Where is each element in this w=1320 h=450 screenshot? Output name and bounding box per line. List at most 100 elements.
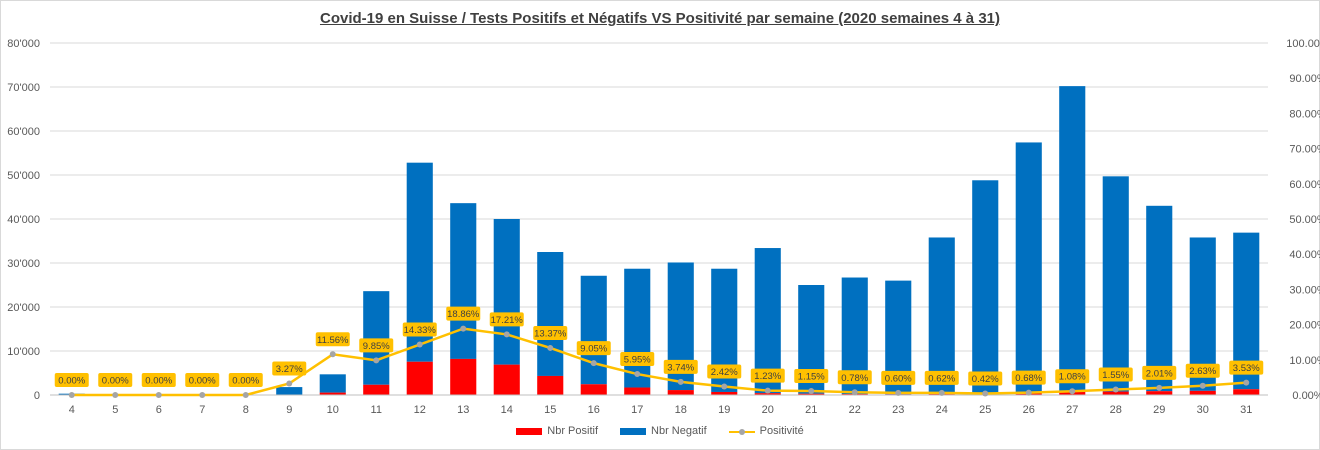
- data-label: 18.86%: [447, 309, 480, 320]
- bar-positif: [580, 384, 607, 395]
- data-label: 0.78%: [841, 373, 868, 384]
- x-tick-label: 5: [112, 404, 118, 416]
- data-label: 0.00%: [58, 376, 85, 387]
- data-label: 0.68%: [1015, 373, 1042, 384]
- positivity-line: [68, 325, 1250, 398]
- data-label: 2.63%: [1189, 366, 1216, 377]
- legend-swatch-positivity: [728, 428, 755, 435]
- data-label: 2.42%: [711, 367, 738, 378]
- bar-positif: [406, 361, 433, 395]
- bar-negatif: [580, 275, 607, 385]
- y-tick-label: 0: [34, 390, 40, 402]
- bar-negatif: [493, 219, 520, 365]
- x-tick-label: 19: [718, 404, 730, 416]
- legend-item-negative[interactable]: Nbr Negatif: [620, 425, 707, 437]
- legend-item-positive[interactable]: Nbr Positif: [516, 425, 598, 437]
- data-label: 5.95%: [624, 355, 651, 366]
- bar-positif: [624, 387, 651, 395]
- positivity-point: [634, 371, 641, 378]
- bar-negatif: [1102, 176, 1129, 392]
- data-label-box: [446, 306, 481, 321]
- y2-tick-label: 100.00%: [1286, 38, 1320, 50]
- bar-negatif: [1146, 205, 1173, 392]
- positivity-point: [590, 360, 597, 367]
- bar-positif: [493, 364, 520, 395]
- bar-positif: [319, 392, 346, 395]
- x-tick-label: 12: [414, 404, 426, 416]
- positivity-line-path: [71, 327, 1247, 397]
- positivity-point: [112, 392, 119, 398]
- data-label: 2.01%: [1146, 368, 1173, 379]
- data-label: 0.00%: [145, 376, 172, 387]
- bar-positif: [1233, 389, 1260, 395]
- y2-tick-label: 20.00%: [1289, 320, 1320, 332]
- positivity-point: [1025, 389, 1032, 396]
- x-tick-label: 24: [936, 404, 948, 416]
- legend-label-negative: Nbr Negatif: [651, 425, 707, 437]
- data-label: 9.05%: [580, 344, 607, 355]
- y-tick-label: 20'000: [7, 302, 40, 314]
- positivity-point: [242, 392, 249, 398]
- x-tick-label: 14: [501, 404, 513, 416]
- legend-item-positivity[interactable]: Positivité: [728, 425, 804, 437]
- data-label: 0.42%: [972, 374, 999, 385]
- positivity-point: [851, 389, 858, 396]
- x-tick-label: 17: [631, 404, 643, 416]
- data-label: 0.00%: [189, 376, 216, 387]
- data-label: 0.00%: [102, 376, 129, 387]
- data-label-box: [1098, 367, 1133, 382]
- y-tick-label: 70'000: [7, 82, 40, 94]
- positivity-point: [721, 383, 728, 390]
- positivity-point: [503, 331, 510, 338]
- positivity-point: [373, 357, 380, 364]
- data-label-box: [881, 370, 916, 385]
- bar-negatif: [1059, 86, 1086, 392]
- x-tick-label: 28: [1110, 404, 1122, 416]
- data-label: 1.08%: [1059, 372, 1086, 383]
- bar-negatif: [972, 180, 999, 395]
- positivity-point: [1199, 382, 1206, 389]
- y2-tick-label: 70.00%: [1289, 144, 1320, 156]
- x-tick-label: 11: [371, 404, 382, 416]
- data-label-box: [533, 325, 568, 340]
- y2-tick-label: 90.00%: [1289, 73, 1320, 85]
- x-tick-label: 31: [1240, 404, 1252, 416]
- bar-positif: [1189, 390, 1216, 395]
- bar-negatif: [319, 374, 346, 393]
- y2-tick-label: 40.00%: [1289, 249, 1320, 261]
- legend-swatch-negative: [620, 427, 647, 435]
- positivity-point: [1156, 384, 1163, 391]
- bar-negatif: [537, 252, 564, 376]
- legend-label-positivity: Positivité: [759, 425, 804, 437]
- data-label-box: [707, 364, 742, 379]
- positivity-point: [808, 387, 815, 394]
- x-tick-label: 25: [979, 404, 991, 416]
- data-label-box: [924, 370, 959, 385]
- bar-positif: [667, 390, 694, 395]
- positivity-point: [982, 390, 989, 397]
- y2-tick-label: 80.00%: [1289, 108, 1320, 120]
- data-label-box: [1055, 369, 1090, 384]
- x-tick-label: 23: [892, 404, 904, 416]
- left-axis-ticks: 0 10'000 20'000 30'000 40'000 50'000 60'000 70'…: [7, 38, 40, 402]
- positivity-point: [895, 389, 902, 396]
- data-label: 13.37%: [534, 328, 567, 339]
- data-label-box: [1011, 370, 1046, 385]
- gridlines: [50, 42, 1268, 352]
- positivity-point: [938, 389, 945, 396]
- data-label-box: [141, 373, 176, 387]
- x-tick-label: 27: [1066, 404, 1078, 416]
- bar-positif: [1146, 391, 1173, 395]
- data-label-box: [968, 371, 1003, 386]
- x-tick-label: 9: [286, 404, 292, 416]
- data-label: 11.56%: [317, 335, 349, 346]
- data-label-box: [402, 322, 437, 337]
- x-tick-label: 16: [588, 404, 600, 416]
- bar-negatif: [1015, 142, 1042, 394]
- bar-positif: [363, 384, 390, 395]
- bar-negatif: [624, 268, 651, 388]
- legend: Nbr Positif Nbr Negatif Positivité: [0, 425, 1320, 437]
- positivity-point: [1112, 386, 1119, 393]
- data-label-box: [620, 352, 655, 367]
